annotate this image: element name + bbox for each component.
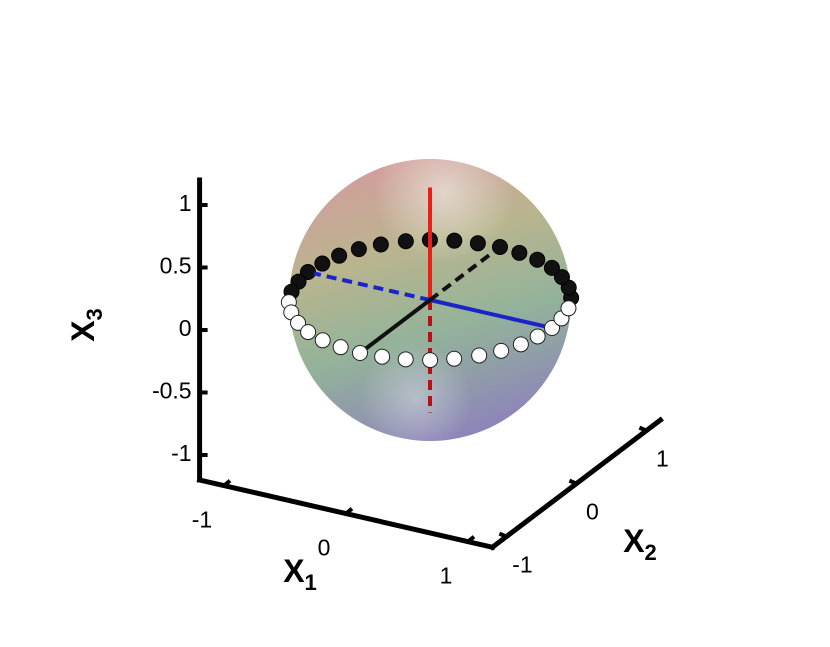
z-tick-label: 1 — [179, 190, 192, 216]
axis-label-main: X — [283, 553, 305, 589]
y-tick-label: -1 — [512, 552, 532, 578]
ring-point — [560, 300, 577, 317]
ring-point — [493, 342, 510, 359]
ring-point — [350, 241, 367, 258]
ring-point — [529, 251, 546, 268]
z-tick-label: 0.5 — [160, 253, 192, 279]
y-tick-label: 1 — [656, 446, 669, 472]
ring-point — [374, 348, 391, 365]
ring-point — [372, 236, 389, 253]
ring-point — [352, 345, 368, 361]
ring-point — [314, 332, 331, 349]
x-tick-label: -1 — [192, 507, 212, 533]
ring-point — [397, 351, 414, 368]
ring-point — [469, 235, 486, 252]
axis-label-main: X — [623, 523, 645, 559]
x-tick — [344, 507, 354, 516]
axis-label: X3 — [65, 308, 106, 342]
axis-label-sub: 3 — [82, 308, 107, 320]
ring-point — [300, 324, 317, 341]
ring-point — [553, 269, 570, 286]
ring-point — [544, 320, 560, 336]
ring-point — [397, 233, 414, 250]
ring-point — [529, 328, 546, 345]
axis-label-sub: 2 — [645, 540, 657, 565]
ring-point — [511, 244, 528, 261]
y-tick — [638, 425, 648, 433]
y-tick — [498, 531, 508, 539]
y-tick-label: 0 — [586, 499, 599, 525]
axis-label-main: X — [65, 320, 101, 342]
ring-point — [331, 247, 348, 264]
ring-point — [471, 347, 488, 364]
z-tick-label: -1 — [171, 440, 191, 466]
axis-label-sub: 1 — [305, 570, 317, 595]
x-tick-label: 1 — [440, 563, 453, 589]
y-line — [362, 298, 432, 352]
z-tick-label: 0 — [179, 315, 192, 341]
x-line — [429, 298, 547, 329]
ring-point — [512, 336, 529, 353]
x-tick — [222, 479, 232, 488]
x-tick — [466, 535, 476, 544]
ring-point — [422, 352, 439, 369]
y-line — [428, 248, 498, 302]
ring-point — [332, 339, 349, 356]
x-line — [313, 271, 431, 302]
y-tick — [568, 478, 578, 486]
x-tick-label: 0 — [318, 535, 331, 561]
axis-label: X1 — [283, 553, 317, 594]
ring-point — [290, 314, 307, 331]
ring-point — [314, 255, 331, 272]
ring-point — [543, 259, 560, 276]
ring-point — [446, 350, 463, 367]
ring-point — [446, 232, 463, 249]
axis-label: X2 — [623, 523, 657, 564]
z-tick-label: -0.5 — [152, 378, 192, 404]
